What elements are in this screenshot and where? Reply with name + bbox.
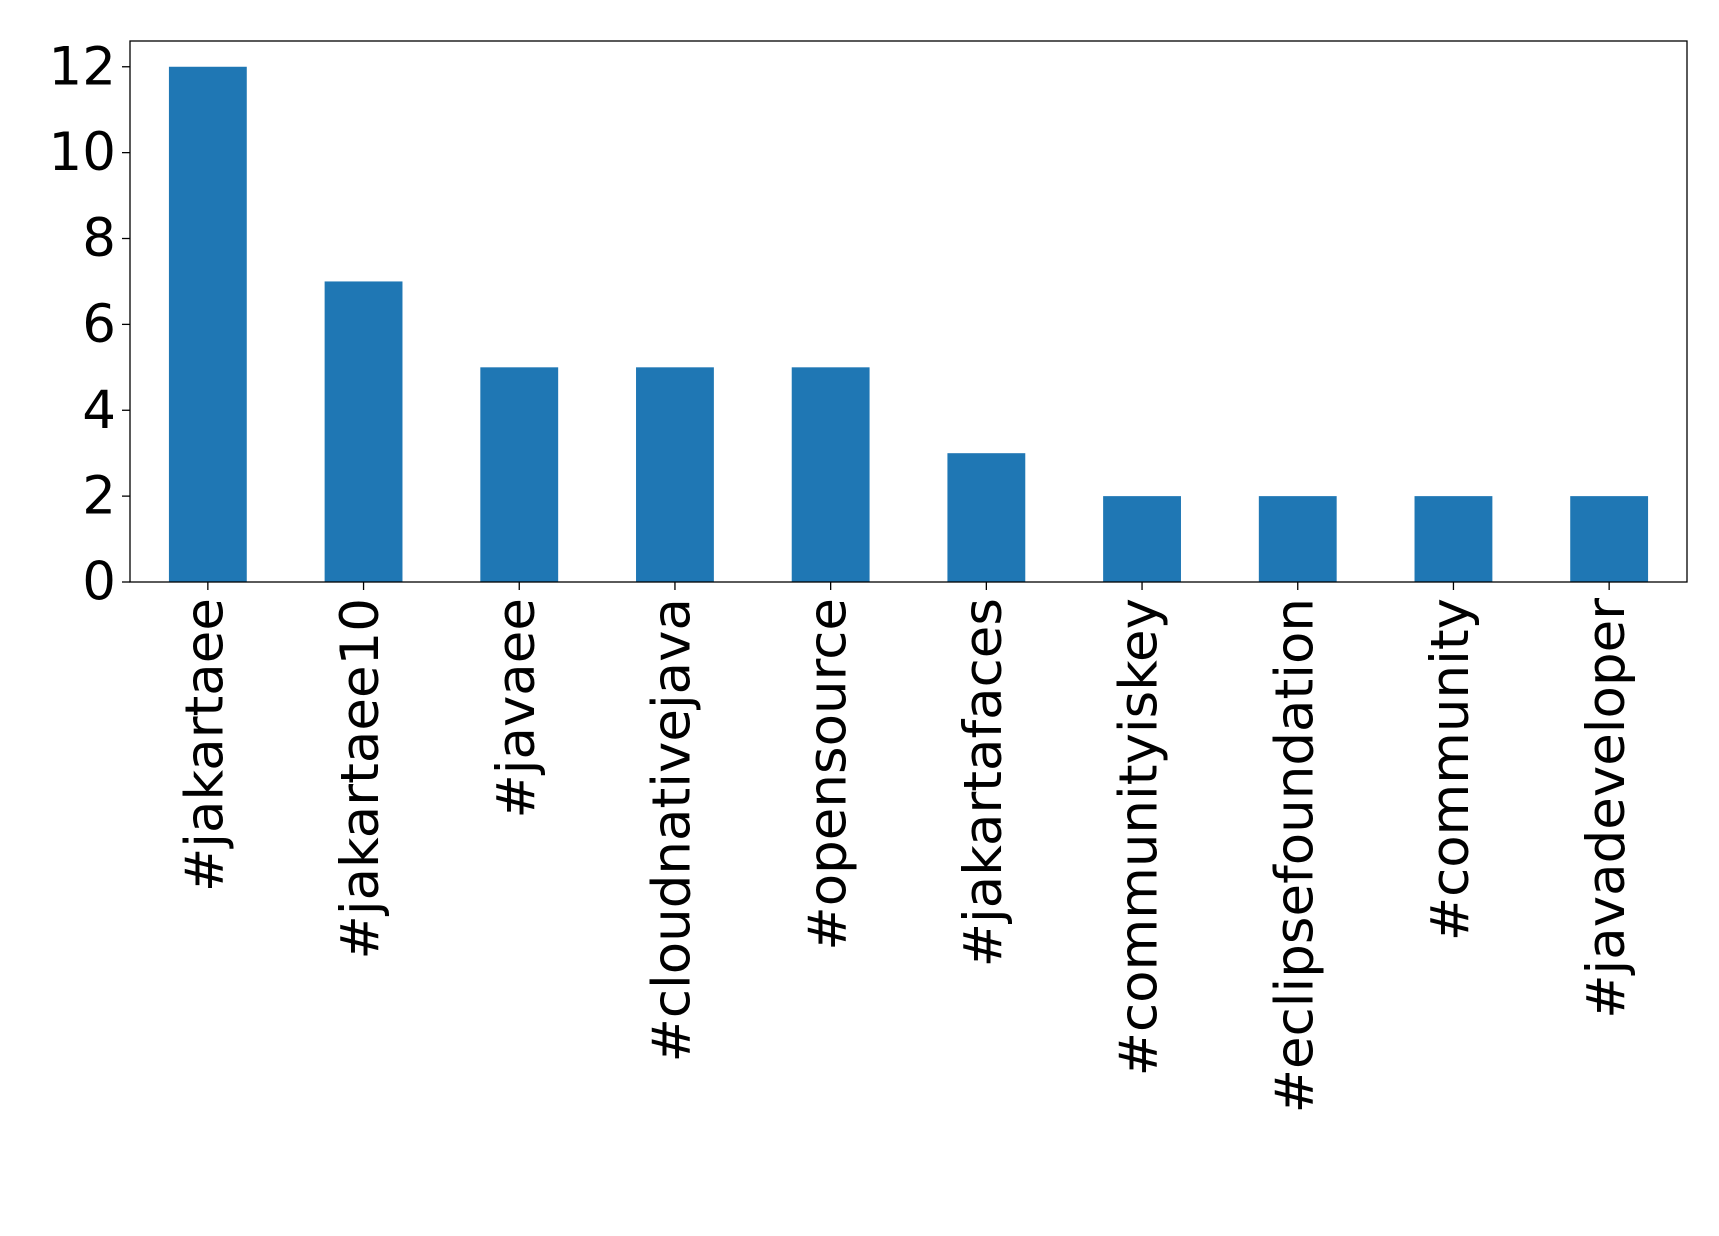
bar bbox=[947, 453, 1026, 582]
x-tick-label: #cloudnativejava bbox=[642, 598, 703, 1063]
x-tick-label: #jakartaee bbox=[174, 598, 235, 892]
y-tick-label: 10 bbox=[49, 122, 116, 183]
bar bbox=[1414, 496, 1493, 582]
x-tick-label: #javadeveloper bbox=[1576, 598, 1637, 1019]
bar bbox=[324, 281, 403, 582]
x-tick-label: #javaee bbox=[486, 598, 547, 819]
plot-frame bbox=[129, 40, 1688, 583]
x-tick-label: #eclipsefoundation bbox=[1264, 598, 1325, 1113]
bar bbox=[1570, 496, 1649, 582]
bar bbox=[636, 367, 714, 582]
y-tick-label: 8 bbox=[82, 208, 116, 269]
y-tick-label: 12 bbox=[49, 36, 116, 97]
bar bbox=[480, 367, 559, 582]
y-tick-label: 4 bbox=[82, 380, 116, 441]
y-tick-label: 6 bbox=[82, 294, 116, 355]
x-tick-label: #community bbox=[1420, 598, 1481, 941]
y-tick-label: 0 bbox=[82, 552, 116, 613]
bar bbox=[791, 367, 870, 582]
bar bbox=[1103, 496, 1181, 582]
x-tick-label: #communityiskey bbox=[1109, 598, 1170, 1076]
bar bbox=[1258, 496, 1337, 582]
x-tick-label: #jakartafaces bbox=[953, 598, 1014, 967]
x-tick-label: #opensource bbox=[797, 598, 858, 951]
y-tick-label: 2 bbox=[82, 466, 116, 527]
x-tick-label: #jakartaee10 bbox=[330, 598, 391, 960]
bar bbox=[168, 66, 247, 582]
